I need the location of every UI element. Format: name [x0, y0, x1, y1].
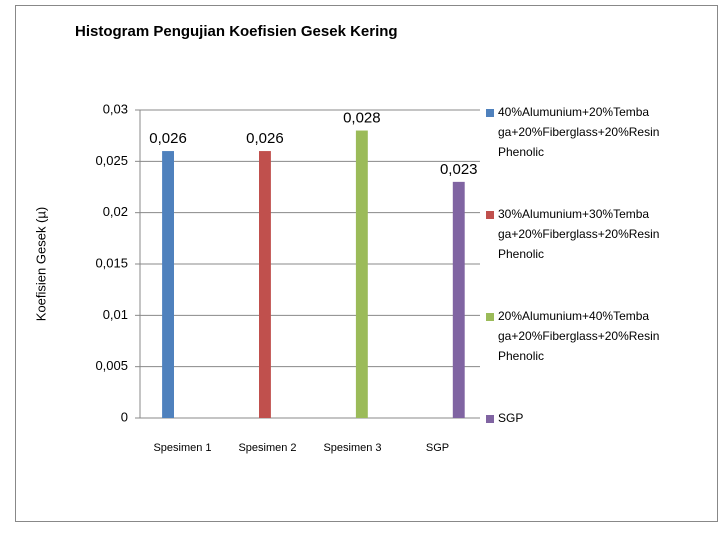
legend-label: 40%Alumunium+20%Temba ga+20%Fiberglass+20… [498, 105, 659, 159]
bar [355, 130, 368, 419]
legend-line: Phenolic [498, 349, 544, 363]
y-tick-label: 0 [121, 409, 128, 424]
y-tick-label: 0,025 [95, 153, 128, 168]
legend-line: Phenolic [498, 145, 544, 159]
data-label: 0,026 [246, 130, 284, 147]
y-tick-label: 0,01 [103, 307, 128, 322]
legend-label: 30%Alumunium+30%Temba ga+20%Fiberglass+20… [498, 207, 659, 261]
legend-line: 20%Alumunium+40%Temba [498, 309, 649, 323]
legend-swatch [486, 415, 494, 423]
legend-line: ga+20%Fiberglass+20%Resin [498, 227, 659, 241]
x-tick-label: Spesimen 2 [238, 442, 296, 454]
legend-label: 20%Alumunium+40%Temba ga+20%Fiberglass+20… [498, 309, 659, 363]
y-tick-label: 0,02 [103, 204, 128, 219]
x-tick-label: Spesimen 1 [153, 442, 211, 454]
y-tick-label: 0,005 [95, 358, 128, 373]
bar [259, 151, 271, 419]
legend-line: 30%Alumunium+30%Temba [498, 207, 649, 221]
x-tick-label: Spesimen 3 [323, 442, 381, 454]
legend-swatch [486, 109, 494, 117]
legend-label: SGP [498, 411, 523, 425]
bar [162, 151, 174, 419]
chart-title: Histogram Pengujian Koefisien Gesek Keri… [75, 23, 398, 40]
data-label: 0,026 [149, 130, 187, 147]
legend-line: ga+20%Fiberglass+20%Resin [498, 329, 659, 343]
legend-line: 40%Alumunium+20%Temba [498, 105, 649, 119]
legend-swatch [486, 313, 494, 321]
legend-line: Phenolic [498, 247, 544, 261]
data-label: 0,028 [343, 110, 381, 127]
x-tick-label: SGP [426, 442, 449, 454]
y-axis-label: Koefisien Gesek (µ) [33, 207, 48, 321]
y-tick-label: 0,015 [95, 255, 128, 270]
y-tick-label: 0,03 [103, 101, 128, 116]
legend-swatch [486, 211, 494, 219]
data-label: 0,023 [440, 161, 478, 178]
bar [452, 181, 465, 418]
legend-line: ga+20%Fiberglass+20%Resin [498, 125, 659, 139]
